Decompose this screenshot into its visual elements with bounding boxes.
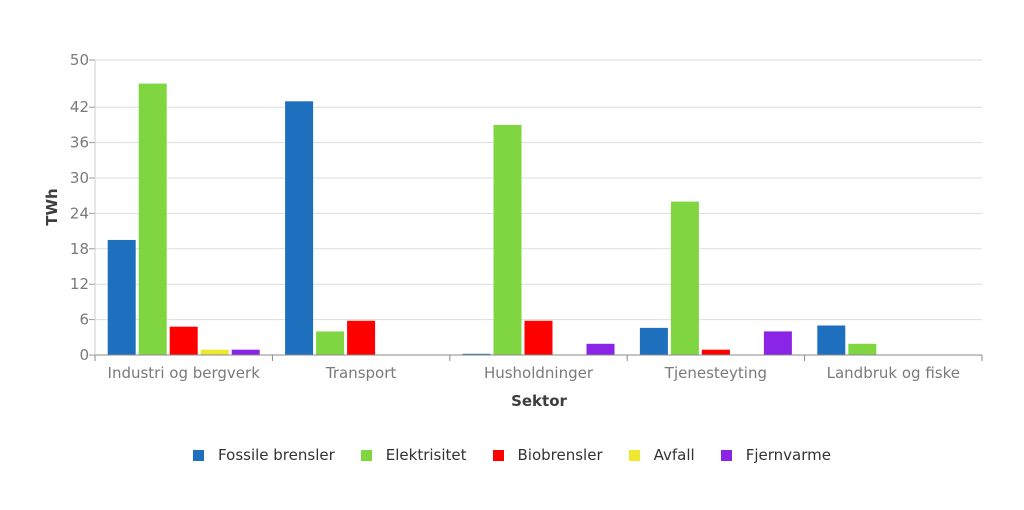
bar	[285, 101, 314, 355]
y-tick-label: 24	[70, 204, 89, 222]
x-category-label: Tjenesteyting	[664, 364, 767, 382]
bar	[524, 320, 553, 355]
bar	[316, 331, 345, 355]
bar	[107, 239, 136, 355]
legend-item[interactable]: Fossile brensler	[193, 446, 335, 464]
x-category-label: Transport	[325, 364, 397, 382]
legend-label: Biobrensler	[517, 446, 603, 464]
legend-item[interactable]: Elektrisitet	[360, 446, 467, 464]
bar	[586, 343, 615, 355]
gridlines	[89, 59, 982, 356]
legend-swatch	[628, 449, 640, 461]
bar	[701, 349, 730, 355]
axes	[94, 60, 983, 361]
y-tick-label: 30	[70, 169, 89, 187]
y-tick-label: 50	[70, 51, 89, 69]
y-tick-label: 6	[79, 311, 89, 329]
bar	[639, 327, 668, 355]
legend-label: Fossile brensler	[218, 446, 335, 464]
y-tick-label: 42	[70, 98, 89, 116]
bar	[462, 353, 491, 355]
bar	[138, 83, 167, 355]
bar	[200, 349, 229, 355]
legend-swatch	[720, 449, 732, 461]
legend-swatch	[193, 449, 205, 461]
legend-item[interactable]: Biobrensler	[492, 446, 603, 464]
legend: Fossile brensler Elektrisitet Biobrensler A…	[0, 446, 1024, 464]
bar	[169, 326, 198, 355]
legend-label: Fjernvarme	[745, 446, 831, 464]
bar	[763, 331, 792, 355]
legend-swatch	[492, 449, 504, 461]
x-category-label: Industri og bergverk	[108, 364, 261, 382]
bar	[817, 325, 846, 355]
bar	[670, 201, 699, 355]
y-axis-title: TWh	[43, 188, 61, 225]
y-tick-label: 36	[70, 134, 89, 152]
y-tick-label: 18	[70, 240, 89, 258]
legend-label: Elektrisitet	[385, 446, 467, 464]
bar	[231, 349, 260, 355]
bars	[107, 83, 877, 356]
y-tick-labels: 0 6 12 18 24 30 36 42 50	[70, 51, 89, 364]
bar	[493, 124, 522, 356]
x-category-label: Landbruk og fiske	[827, 364, 960, 382]
y-tick-label: 12	[70, 275, 89, 293]
legend-item[interactable]: Fjernvarme	[720, 446, 831, 464]
x-category-labels: Industri og bergverk Transport Husholdning…	[108, 364, 960, 382]
legend-item[interactable]: Avfall	[628, 446, 695, 464]
legend-swatch	[360, 449, 372, 461]
bar	[848, 343, 877, 355]
y-tick-label: 0	[79, 346, 89, 364]
bar	[347, 320, 376, 355]
x-axis-title: Sektor	[511, 392, 567, 410]
x-category-label: Husholdninger	[484, 364, 594, 382]
legend-label: Avfall	[653, 446, 695, 464]
